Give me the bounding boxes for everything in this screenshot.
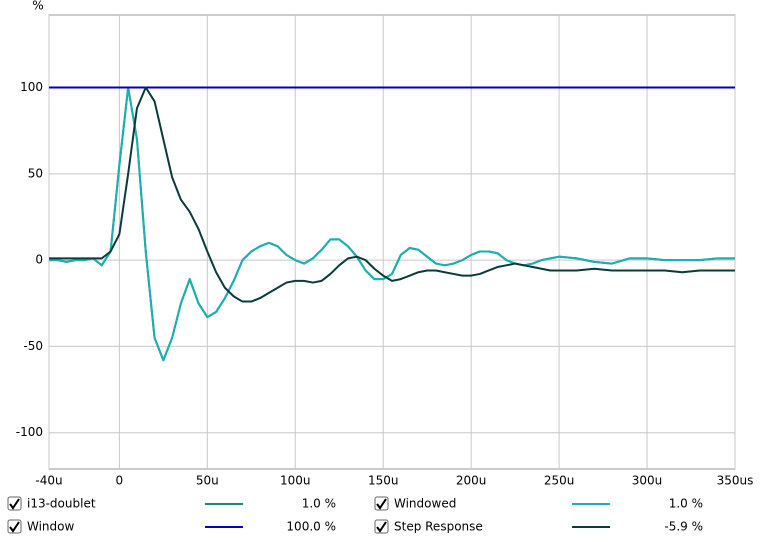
series-line [49,86,735,362]
x-tick-label: 200u [456,474,487,488]
legend-checkbox[interactable] [374,496,389,511]
x-tick-label: 350us [717,474,754,488]
legend-checkbox[interactable] [7,519,22,534]
plot-area [48,14,736,470]
legend-name: i13-doublet [27,497,96,511]
y-tick-label: 50 [28,166,43,180]
legend-checkbox[interactable] [7,496,22,511]
y-tick-label: -100 [16,425,43,439]
x-tick-label: 300u [632,474,663,488]
y-tick-label: 100 [20,80,43,94]
legend-checkmark [9,521,20,533]
x-tick-label: 250u [544,474,575,488]
legend-name: Windowed [394,497,456,511]
legend-value: -5.9 % [664,520,703,534]
legend-checkmark [9,498,20,510]
legend-checkbox[interactable] [374,519,389,534]
legend-checkmark [376,498,387,510]
legend-name: Window [27,520,75,534]
legend-value: 1.0 % [302,497,336,511]
series-line [49,86,735,303]
legend-checkmark [376,521,387,533]
x-tick-label: 0 [116,474,124,488]
legend-name: Step Response [394,520,483,534]
legend: i13-doublet 1.0 % Windowed 1.0 % Window 100.0… [7,496,703,534]
y-tick-label: 0 [35,253,43,267]
legend-value: 100.0 % [286,520,336,534]
x-tick-label: 100u [280,474,311,488]
x-tick-label: -40u [35,474,62,488]
x-tick-label: 150u [368,474,399,488]
y-axis-label: % [32,0,43,13]
legend-value: 1.0 % [669,497,703,511]
x-tick-label: 50u [196,474,219,488]
y-tick-label: -50 [23,339,43,353]
lines [49,86,735,362]
